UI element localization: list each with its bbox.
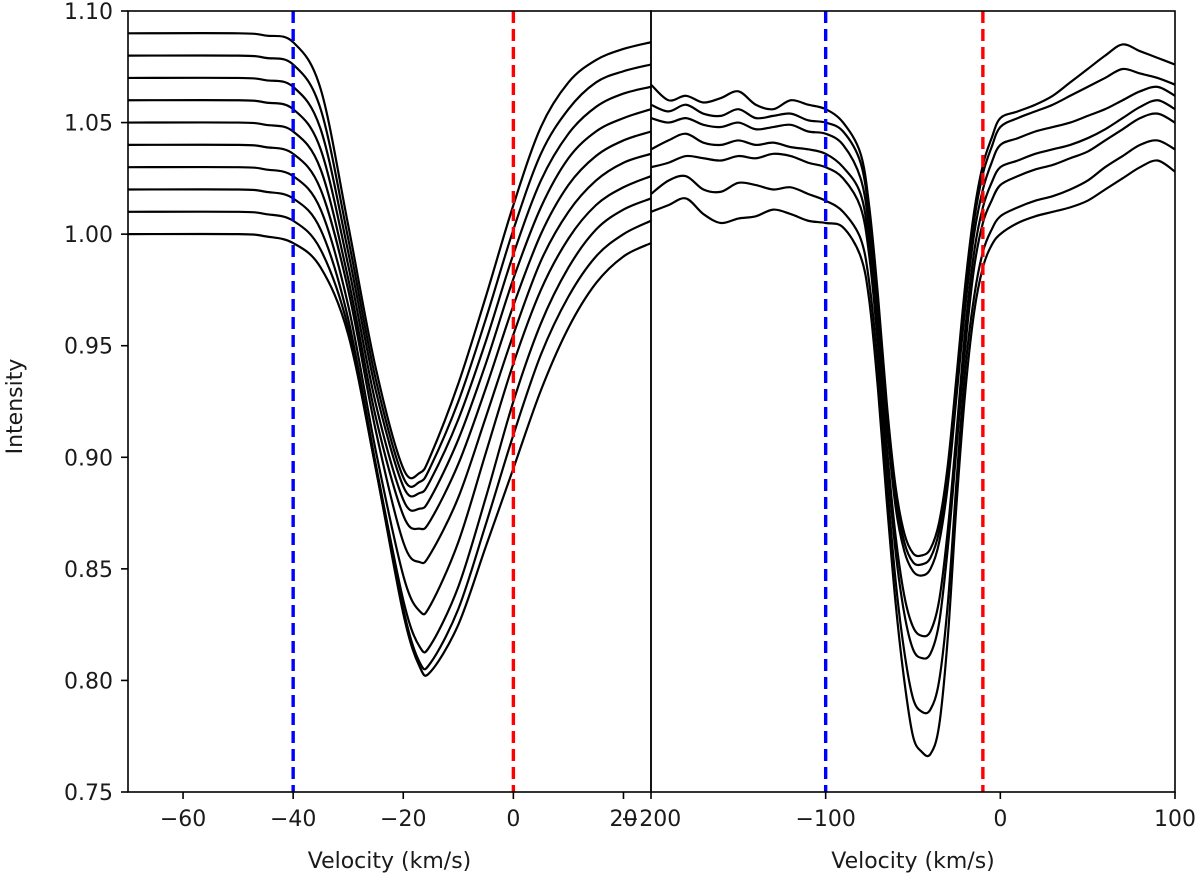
right-x-axis-label: Velocity (km/s) xyxy=(831,849,995,874)
y-axis: 0.75 0.80 0.85 0.90 0.95 1.00 1.05 1.10 Intensit… xyxy=(3,0,128,806)
right-profile-line-7 xyxy=(651,43,1175,558)
y-tick-label: 0.80 xyxy=(64,669,113,694)
left-x-tick-label: −20 xyxy=(380,807,426,832)
right-profile-line-5 xyxy=(651,85,1175,577)
right-x-tick-label: −200 xyxy=(621,807,681,832)
left-profile-line-6 xyxy=(128,121,651,531)
y-tick-label: 1.00 xyxy=(64,223,113,248)
left-profile-line-1 xyxy=(128,232,651,677)
left-x-tick-label: −40 xyxy=(270,807,316,832)
right-profile-line-4 xyxy=(651,99,1175,638)
left-profile-line-10 xyxy=(128,32,651,480)
right-frame xyxy=(650,10,1176,793)
y-tick-label: 0.85 xyxy=(64,558,113,583)
y-axis-label: Intensity xyxy=(3,359,28,455)
left-panel xyxy=(127,10,652,793)
right-profile-line-3 xyxy=(651,112,1175,660)
left-x-axis-label: Velocity (km/s) xyxy=(308,849,472,874)
left-profile-line-7 xyxy=(128,98,651,512)
left-x-tick-label: −60 xyxy=(160,807,206,832)
left-x-tick-label: 0 xyxy=(506,807,520,832)
right-profile-line-6 xyxy=(651,67,1175,567)
right-x-tick-label: 0 xyxy=(993,807,1007,832)
right-plot-area xyxy=(651,11,1175,792)
left-plot-area xyxy=(128,11,651,792)
right-panel xyxy=(650,10,1176,793)
y-tick-label: 0.90 xyxy=(64,446,113,471)
left-profile-line-5 xyxy=(128,143,651,565)
left-x-tick-label: 20 xyxy=(609,807,637,832)
right-x-tick-label: −100 xyxy=(795,807,855,832)
right-profile-line-1 xyxy=(651,159,1175,758)
y-tick-label: 0.95 xyxy=(64,335,113,360)
left-profile-line-9 xyxy=(128,54,651,488)
right-profile-line-2 xyxy=(651,139,1175,715)
y-tick-label: 1.10 xyxy=(64,0,113,25)
right-x-tick-label: 100 xyxy=(1154,807,1196,832)
y-tick-label: 1.05 xyxy=(64,112,113,137)
left-profile-line-2 xyxy=(128,210,651,671)
y-tick-label: 0.75 xyxy=(64,781,113,806)
